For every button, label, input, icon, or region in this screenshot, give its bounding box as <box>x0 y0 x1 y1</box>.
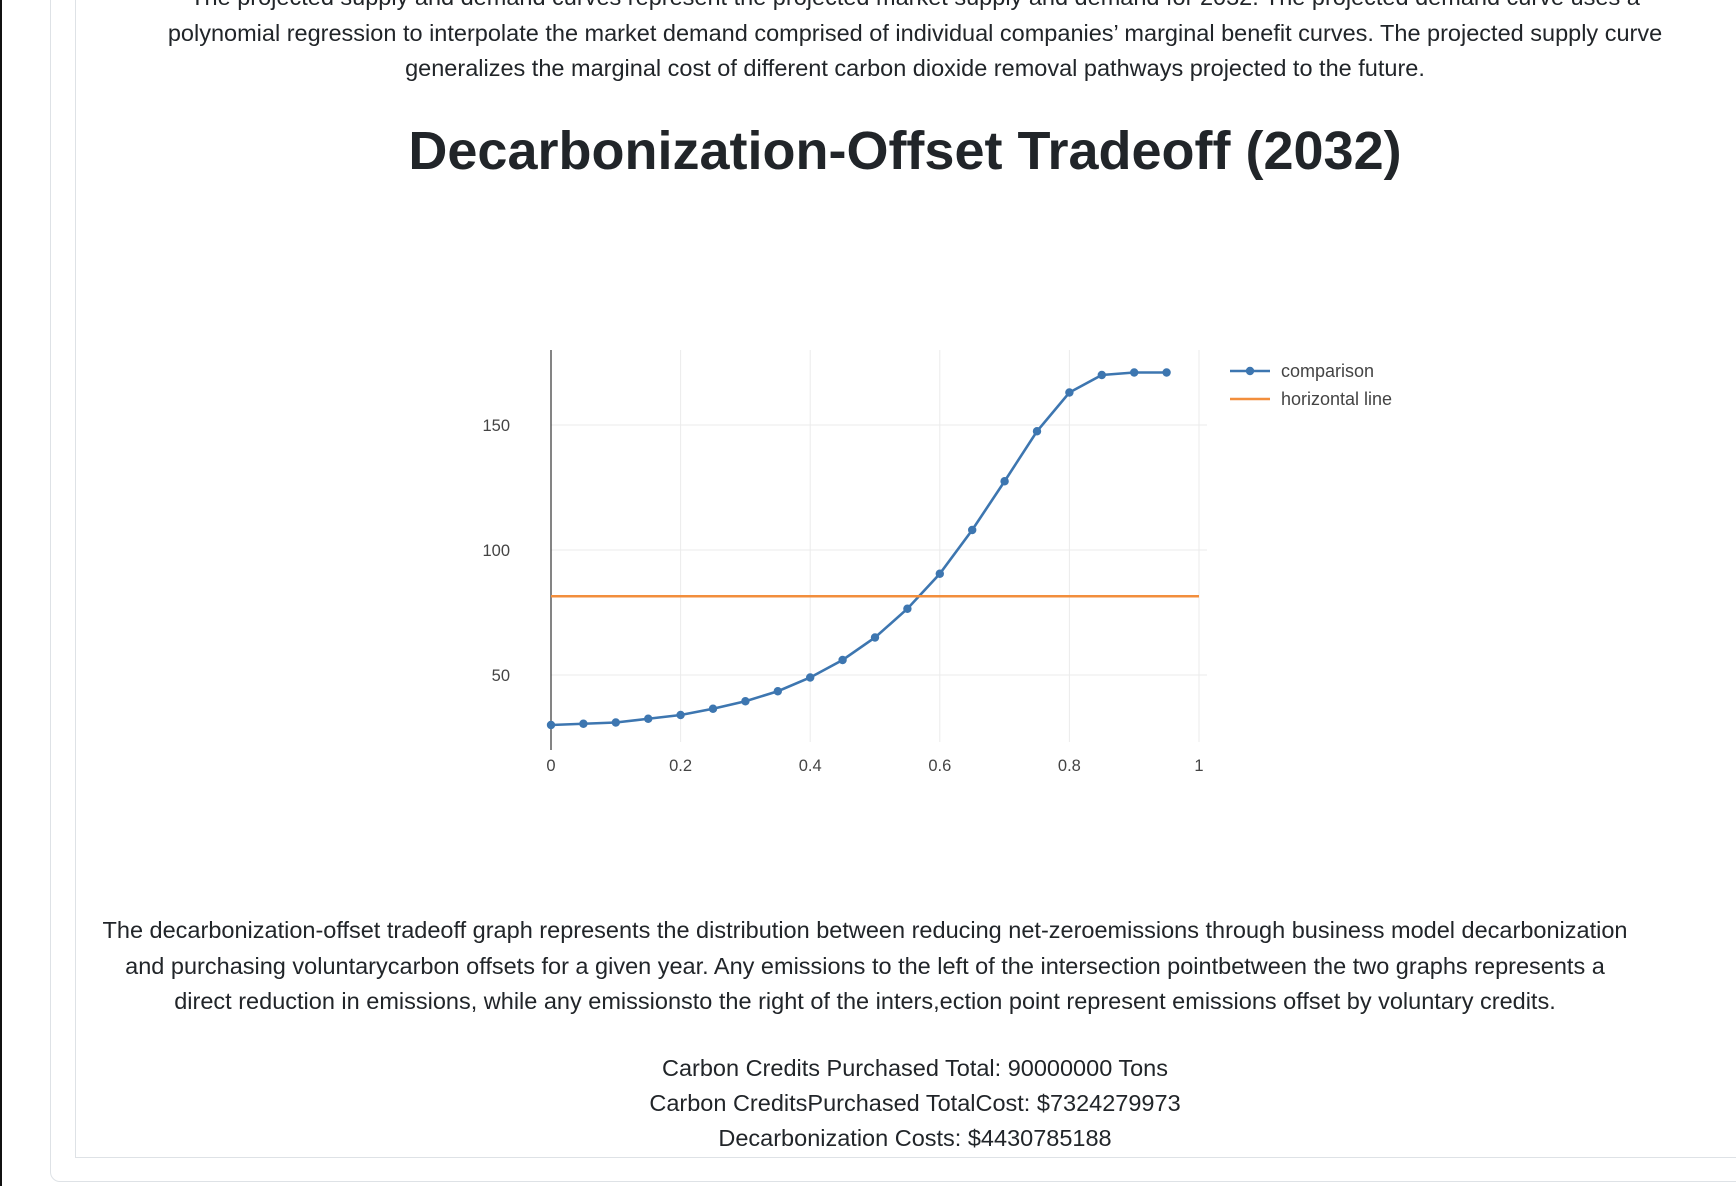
legend-label: comparison <box>1281 361 1374 381</box>
comparison-data-point <box>806 673 815 682</box>
decarbonization-costs: Decarbonization Costs: $4430785188 <box>718 1125 1112 1151</box>
comparison-data-point <box>741 697 750 706</box>
x-tick-label: 0.2 <box>669 757 692 775</box>
comparison-data-point <box>1097 370 1107 380</box>
intro-line-2: polynomial regression to interpolate the… <box>167 19 1663 46</box>
x-tick-label: 1 <box>1194 757 1203 775</box>
comparison-data-point <box>644 714 653 723</box>
y-tick-label: 50 <box>492 667 510 685</box>
comparison-data-point <box>838 655 847 665</box>
intro-line-3: generalizes the marginal cost of differe… <box>405 55 1425 81</box>
chart-grid <box>551 350 1207 742</box>
content-card <box>75 0 1736 1158</box>
x-tick-label: 0.8 <box>1058 757 1081 775</box>
comparison-data-point <box>903 604 912 613</box>
intro-line-partial: The projected supply and demand curves r… <box>100 0 1730 16</box>
legend-label: horizontal line <box>1281 389 1392 409</box>
window-edge <box>0 0 2 1186</box>
comparison-data-point <box>579 719 588 728</box>
chart-title: Decarbonization-Offset Tradeoff (2032) <box>408 121 1402 181</box>
comparison-data-point <box>1000 477 1009 486</box>
comparison-series-line <box>550 371 1167 727</box>
comparison-data-point <box>1162 368 1171 377</box>
comparison-data-point <box>870 633 880 642</box>
comparison-data-point <box>546 720 556 730</box>
comparison-data-point <box>611 718 620 727</box>
chart-series <box>546 368 1199 730</box>
comparison-data-point <box>1032 427 1042 436</box>
y-tick-label: 150 <box>482 417 510 435</box>
x-tick-label: 0.6 <box>928 757 951 775</box>
credits-purchased-total: Carbon Credits Purchased Total: 90000000… <box>661 1055 1169 1081</box>
chart-legend: comparison horizontal line <box>1230 361 1392 409</box>
x-tick-label: 0 <box>546 757 555 775</box>
comparison-data-point <box>968 525 977 535</box>
comparison-data-point <box>935 569 944 578</box>
explanation-paragraph: The decarbonization-offset tradeoff grap… <box>102 917 1628 1014</box>
legend-swatch-marker <box>1245 366 1255 376</box>
comparison-data-point <box>676 710 685 720</box>
comparison-data-point <box>708 704 718 713</box>
x-tick-label: 0.4 <box>799 757 822 775</box>
credits-purchased-cost: Carbon CreditsPurchased TotalCost: $7324… <box>649 1090 1181 1116</box>
comparison-data-point <box>773 687 782 696</box>
y-tick-label: 100 <box>482 542 510 560</box>
intro-paragraph: The projected supply and demand curves r… <box>100 0 1730 87</box>
comparison-data-point <box>1130 368 1139 377</box>
comparison-data-point <box>1065 388 1074 397</box>
